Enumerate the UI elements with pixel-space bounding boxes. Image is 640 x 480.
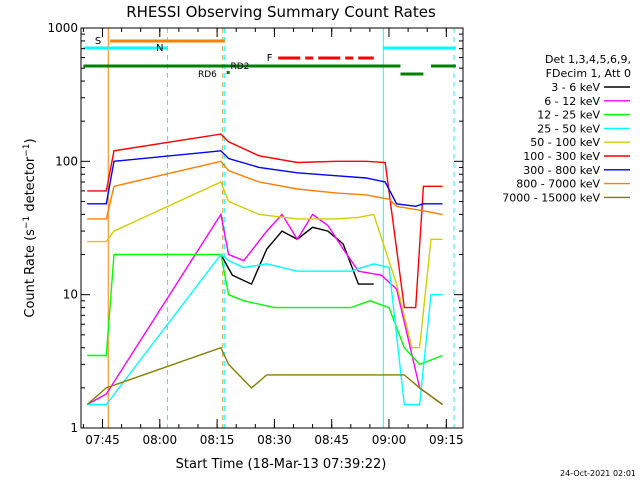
x-tick-label: 09:00 [372, 433, 407, 447]
series-line [86, 346, 443, 406]
plot-frame [80, 27, 464, 429]
footer-date: 24-Oct-2021 02:01 [560, 469, 636, 478]
flag-label: RD6 [198, 70, 217, 80]
legend-label: 3 - 6 keV [551, 81, 600, 94]
series-line [87, 133, 443, 309]
axes [80, 27, 464, 429]
legend: Det 1,3,4,5,6,9, FDecim 1, Att 0 3 - 6 k… [502, 53, 631, 204]
x-tick-label: 08:00 [143, 433, 178, 447]
legend-label: 100 - 300 keV [523, 150, 600, 163]
series-line [87, 160, 443, 220]
flag-bar [226, 71, 230, 74]
series-line [87, 181, 443, 349]
legend-header-line-1: Det 1,3,4,5,6,9, [545, 53, 631, 66]
flag-label: RD2 [230, 62, 249, 72]
x-tick-label: 08:45 [314, 433, 349, 447]
x-axis-ticks: 07:45 08:00 08:15 08:30 08:45 09:00 09:15 [82, 28, 464, 447]
y-tick-label: 10 [63, 288, 78, 302]
flag-label: S [95, 36, 101, 47]
x-tick-label: 08:30 [257, 433, 292, 447]
y-tick-label: 100 [55, 154, 78, 168]
x-axis-label: Start Time (18-Mar-13 07:39:22) [176, 457, 387, 472]
series-line [86, 212, 443, 406]
legend-label: 800 - 7000 keV [516, 178, 600, 191]
flag-label: F [267, 53, 273, 64]
x-tick-label: 07:45 [85, 433, 120, 447]
legend-label: 6 - 12 keV [544, 95, 600, 108]
series-line [87, 253, 443, 406]
legend-label: 50 - 100 keV [530, 136, 600, 149]
legend-label: 25 - 50 keV [537, 122, 600, 135]
legend-label: 12 - 25 keV [537, 109, 600, 122]
flag-label: N [156, 43, 163, 54]
observing-flags: S N F RD2 RD6 [83, 36, 456, 80]
y-tick-label: 1000 [47, 21, 78, 35]
legend-header-line-2: FDecim 1, Att 0 [546, 67, 631, 80]
chart-title: RHESSI Observing Summary Count Rates [126, 3, 436, 21]
series-line [220, 226, 374, 286]
y-tick-label: 1 [70, 421, 78, 435]
series-lines [86, 133, 443, 406]
legend-label: 7000 - 15000 keV [502, 191, 600, 204]
x-tick-label: 08:15 [200, 433, 235, 447]
y-axis-label: Count Rate (s−1 detector−1) [22, 138, 38, 317]
time-markers [107, 28, 455, 428]
legend-label: 300 - 800 keV [523, 164, 600, 177]
y-axis-ticks: 1 10 100 1000 [47, 21, 463, 435]
series-line [87, 150, 443, 208]
series-line [87, 253, 443, 366]
x-tick-label: 09:15 [429, 433, 464, 447]
